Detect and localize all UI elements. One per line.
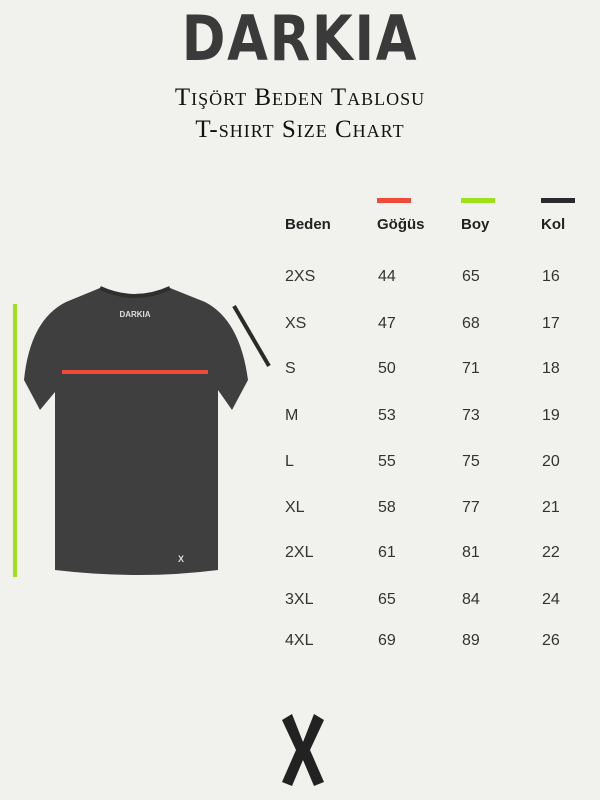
measurement-cell: 81 [462,544,480,561]
header-length: Boy [461,216,490,233]
size-label: L [285,453,294,470]
measurement-cell: 61 [378,544,396,561]
title-turkish: Tişört Beden Tablosu [174,84,426,111]
shirt-logo: DARKIA [119,310,150,319]
size-label: XS [285,315,307,332]
size-label: XL [285,499,305,516]
measurement-cell: 47 [378,315,396,332]
measurement-cell: 75 [462,453,480,470]
measurement-cell: 84 [462,591,480,608]
size-label: 4XL [285,632,314,649]
measurement-cell: 53 [378,407,396,424]
chest-color-key [377,198,411,203]
tshirt-illustration: DARKIA X [13,286,271,577]
size-label: 3XL [285,591,314,608]
measurement-cell: 17 [542,315,560,332]
size-label: M [285,407,299,424]
measurement-cell: 77 [462,499,480,516]
measurement-cell: 69 [378,632,396,649]
tshirt-body [24,288,248,575]
measurement-cell: 58 [378,499,396,516]
x-logo-icon [282,714,324,786]
measurement-cell: 55 [378,453,396,470]
measurement-cell: 18 [542,360,560,377]
header-chest: Göğüs [377,216,425,233]
measurement-cell: 22 [542,544,560,561]
measurement-cell: 71 [462,360,480,377]
length-indicator [13,304,17,577]
size-label: 2XS [285,268,316,285]
length-color-key [461,198,495,203]
measurement-cell: 89 [462,632,480,649]
measurement-cell: 65 [462,268,480,285]
sleeve-indicator [232,304,271,368]
measurement-cell: 24 [542,591,560,608]
measurement-cell: 44 [378,268,396,285]
measurement-cell: 68 [462,315,480,332]
chest-indicator [62,370,208,374]
measurement-cell: 50 [378,360,396,377]
measurement-cell: 16 [542,268,560,285]
measurement-cell: 21 [542,499,560,516]
header-sleeve: Kol [541,216,566,233]
measurement-cell: 65 [378,591,396,608]
sleeve-color-key [541,198,575,203]
size-label: 2XL [285,544,314,561]
measurement-cell: 19 [542,407,560,424]
title-english: T-shirt Size Chart [195,116,405,143]
size-label: S [285,360,296,377]
measurement-cell: 73 [462,407,480,424]
svg-text:X: X [178,554,184,564]
brand-logo: DARKIA [181,2,419,75]
measurement-cell: 20 [542,453,560,470]
measurement-cell: 26 [542,632,560,649]
header-size: Beden [285,216,331,233]
